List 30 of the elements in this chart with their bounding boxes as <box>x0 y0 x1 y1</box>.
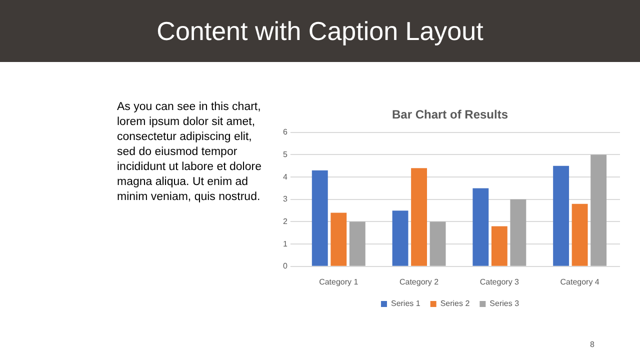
bar <box>553 166 570 266</box>
y-tick-label: 0 <box>282 262 288 271</box>
y-tick-label: 1 <box>282 239 288 248</box>
chart-title: Content with Caption Layout <box>0 0 640 62</box>
bar <box>430 222 446 266</box>
text: 8 <box>590 340 594 349</box>
y-tick-label: 3 <box>282 194 288 204</box>
bar <box>411 168 428 266</box>
legend-label: Series 3 <box>490 299 520 308</box>
y-tick-label: 4 <box>282 172 288 182</box>
chart-subtitle: Bar Chart of Results <box>392 108 508 122</box>
bar <box>590 154 607 266</box>
bar <box>491 226 508 266</box>
bar <box>349 222 366 266</box>
x-tick-label: Category 3 <box>480 277 520 286</box>
bar <box>312 170 328 266</box>
x-tick-label: Category 2 <box>399 277 440 286</box>
bar <box>572 204 588 266</box>
bar <box>330 212 347 266</box>
y-tick-label: 5 <box>282 150 288 159</box>
x-tick-label: Category 1 <box>319 277 359 286</box>
bar <box>392 210 408 266</box>
legend-label: Series 2 <box>440 299 470 308</box>
bar <box>472 188 489 266</box>
text: As you can see in this chart, lorem ipsum dolor sit amet, consectetur adipiscing elit, sed do eiusmod tempor incididunt ut labore et dolore magna aliqua. Ut enim ad minim veniam, quis nostrud. <box>117 100 262 205</box>
y-tick-label: 2 <box>282 216 288 226</box>
legend-label: Series 1 <box>390 299 421 308</box>
bar <box>510 199 526 266</box>
x-tick-label: Category 4 <box>560 277 600 286</box>
y-tick-label: 6 <box>282 128 288 137</box>
